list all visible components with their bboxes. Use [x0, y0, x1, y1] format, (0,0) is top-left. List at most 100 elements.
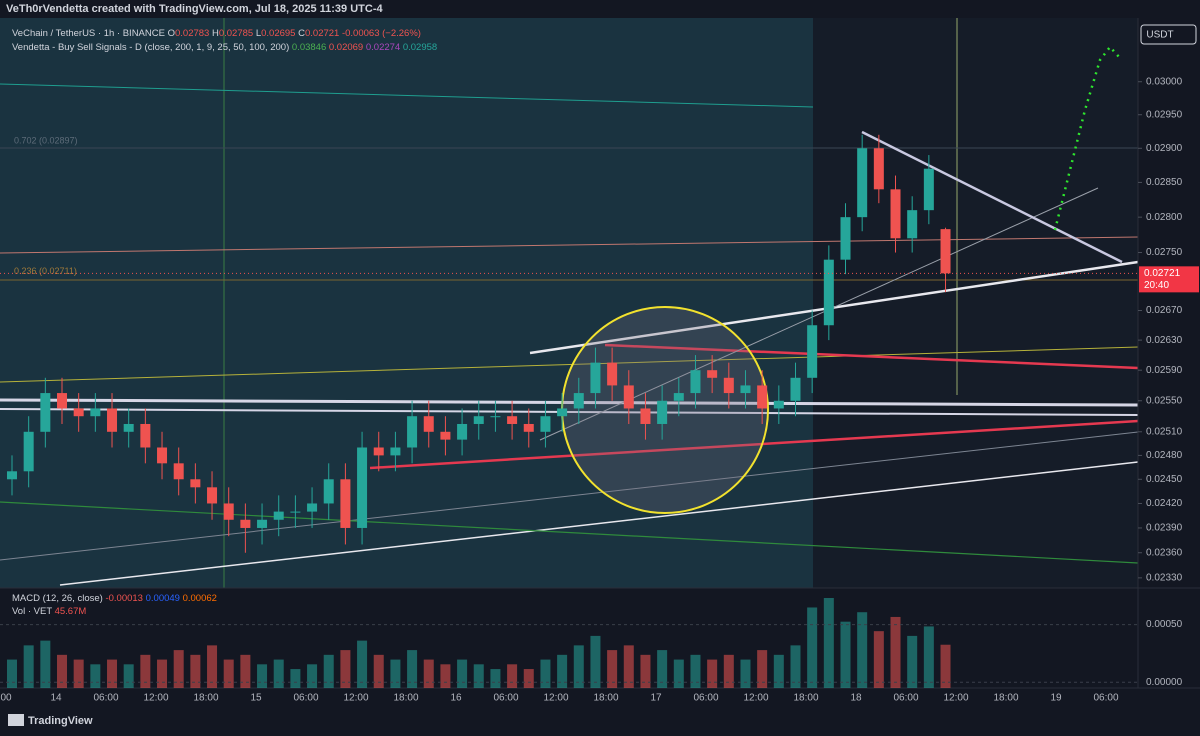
volume-bar [657, 650, 668, 688]
support-line [0, 398, 1139, 407]
trend-line [0, 431, 1139, 561]
candle-body [623, 385, 634, 409]
volume-bar [890, 616, 901, 688]
volume-bar [123, 664, 134, 688]
x-tick-label: 06:00 [493, 693, 518, 704]
x-tick-label: 00 [0, 693, 12, 704]
volume-bar [757, 650, 768, 688]
ohlc-key: L [256, 28, 261, 39]
x-tick-label: 14 [50, 693, 62, 704]
volume-bar [840, 621, 851, 688]
indicator: Vendetta - Buy Sell Signals - D (close, … [12, 42, 289, 53]
indicator-value: 0.02069 [329, 42, 363, 53]
volume-bar [507, 664, 518, 688]
y-tick-label: 0.02330 [1146, 573, 1183, 584]
candle-body [757, 385, 768, 409]
bottom-bar [0, 708, 1200, 736]
volume-bar [40, 640, 51, 688]
volume-bar [207, 645, 218, 688]
volume-bar [140, 654, 151, 688]
y-tick-label: 0.02800 [1146, 212, 1183, 223]
legend-row: Vol · VET 45.67M [12, 606, 86, 617]
y-tick-label: 0.02480 [1146, 450, 1183, 461]
volume-bar [723, 654, 734, 688]
y-tick-label: 0.02390 [1146, 523, 1183, 534]
x-tick-label: 06:00 [293, 693, 318, 704]
x-tick-label: 18:00 [593, 693, 618, 704]
volume-bars [7, 598, 951, 688]
candle-body [657, 400, 668, 424]
candle-body [157, 447, 168, 464]
indicator-value: 0.02274 [366, 42, 400, 53]
x-tick-label: 06:00 [93, 693, 118, 704]
candle-body [807, 325, 818, 378]
candle-body [640, 408, 651, 424]
y-tick-label: 0.02670 [1146, 305, 1183, 316]
currency-box[interactable] [1140, 24, 1197, 45]
y-tick-label: 0.02850 [1146, 177, 1183, 188]
candle-body [340, 479, 351, 528]
volume-bar [457, 659, 468, 688]
volume-bar [523, 669, 534, 688]
volume-bar [73, 659, 84, 688]
candle-body [573, 393, 584, 409]
candle-body [473, 416, 484, 424]
vol-value: 45.67M [55, 606, 87, 617]
x-tick-label: 12:00 [143, 693, 168, 704]
candle-body [273, 511, 284, 520]
x-tick-label: 17 [650, 693, 662, 704]
volume-bar [823, 598, 834, 688]
last-price-box [1139, 266, 1199, 293]
y-tick-label: 0.02630 [1146, 335, 1183, 346]
volume-bar [107, 659, 118, 688]
volume-bar [173, 650, 184, 688]
top-bar [0, 0, 1200, 18]
candle-body [57, 393, 68, 409]
candle-body [373, 447, 384, 456]
candle-body [107, 408, 118, 432]
y-tick-label: 0.02590 [1146, 365, 1183, 376]
candle-body [840, 217, 851, 260]
candles [7, 134, 951, 553]
volume-bar [573, 645, 584, 688]
volume-bar [273, 659, 284, 688]
fib-label: 0.236 (0.02711) [14, 266, 77, 276]
candle-body [707, 370, 718, 378]
ohlc-value: 0.02695 [261, 28, 295, 39]
x-tick-label: 16 [450, 693, 462, 704]
volume-bar [390, 659, 401, 688]
volume-bar [423, 659, 434, 688]
y-tick-label: 0.02510 [1146, 426, 1183, 437]
candle-body [557, 408, 568, 417]
volume-bar [540, 659, 551, 688]
trend-line [0, 501, 1139, 564]
y-tick-label: 0.03000 [1146, 76, 1183, 87]
volume-bar [290, 669, 301, 688]
candle-body [790, 377, 801, 401]
candle-body [207, 487, 218, 504]
ohlc-key: H [212, 28, 219, 39]
x-tick-label: 12:00 [743, 693, 768, 704]
countdown: 20:40 [1144, 280, 1169, 291]
volume-bar [707, 659, 718, 688]
currency[interactable]: USDT [1146, 30, 1173, 41]
ohlc-value: 0.02721 [305, 28, 339, 39]
volume-bar [240, 654, 251, 688]
x-tick-label: 12:00 [343, 693, 368, 704]
candle-body [873, 148, 884, 190]
support-line [369, 419, 1139, 470]
volume-bar [773, 654, 784, 688]
resistance-line [604, 343, 1139, 370]
volume-bar [407, 650, 418, 688]
candle-body [540, 416, 551, 432]
volume-bar [257, 664, 268, 688]
x-tick-label: 06:00 [893, 693, 918, 704]
volume-bar [307, 664, 318, 688]
symbol: VeChain / TetherUS · 1h · BINANCE [12, 28, 165, 39]
candle-body [323, 479, 334, 504]
macd-tick-label: 0.00000 [1146, 677, 1183, 688]
candle-body [23, 431, 34, 472]
candle-body [857, 148, 868, 218]
y-tick-label: 0.02450 [1146, 474, 1183, 485]
